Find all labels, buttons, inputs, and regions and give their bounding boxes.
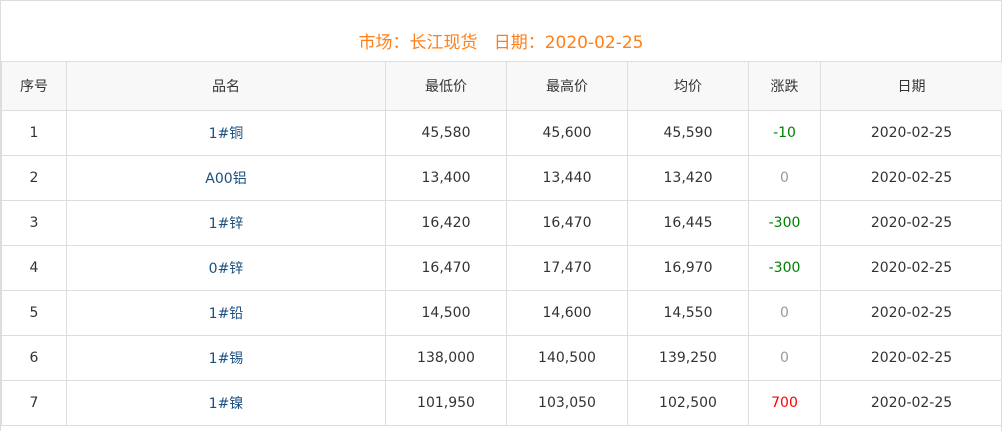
cell-date: 2020-02-25 — [821, 381, 1002, 426]
cell-change: -10 — [749, 111, 821, 156]
cell-high: 45,600 — [507, 111, 628, 156]
cell-avg: 102,500 — [628, 381, 749, 426]
cell-low: 45,580 — [386, 111, 507, 156]
cell-date: 2020-02-25 — [821, 201, 1002, 246]
cell-date: 2020-02-25 — [821, 111, 1002, 156]
cell-high: 17,470 — [507, 246, 628, 291]
cell-change: -300 — [749, 201, 821, 246]
cell-change: -300 — [749, 246, 821, 291]
table-header-row: 序号品名最低价最高价均价涨跌日期 — [2, 62, 1002, 111]
cell-name: A00铝 — [67, 156, 386, 201]
cell-avg: 139,250 — [628, 336, 749, 381]
cell-low: 138,000 — [386, 336, 507, 381]
header-no: 序号 — [2, 62, 67, 111]
cell-high: 103,050 — [507, 381, 628, 426]
cell-no: 2 — [2, 156, 67, 201]
cell-no: 1 — [2, 111, 67, 156]
cell-high: 16,470 — [507, 201, 628, 246]
header-avg: 均价 — [628, 62, 749, 111]
cell-low: 16,470 — [386, 246, 507, 291]
header-change: 涨跌 — [749, 62, 821, 111]
cell-low: 14,500 — [386, 291, 507, 336]
cell-low: 16,420 — [386, 201, 507, 246]
cell-no: 5 — [2, 291, 67, 336]
header-low: 最低价 — [386, 62, 507, 111]
cell-name: 0#锌 — [67, 246, 386, 291]
header-name: 品名 — [67, 62, 386, 111]
cell-date: 2020-02-25 — [821, 246, 1002, 291]
cell-date: 2020-02-25 — [821, 156, 1002, 201]
cell-change: 0 — [749, 156, 821, 201]
header-date: 日期 — [821, 62, 1002, 111]
cell-change: 0 — [749, 291, 821, 336]
cell-low: 101,950 — [386, 381, 507, 426]
cell-high: 14,600 — [507, 291, 628, 336]
market-date-title: 市场：长江现货 日期：2020-02-25 — [1, 28, 1001, 53]
cell-avg: 45,590 — [628, 111, 749, 156]
cell-avg: 16,445 — [628, 201, 749, 246]
cell-no: 6 — [2, 336, 67, 381]
cell-no: 7 — [2, 381, 67, 426]
cell-date: 2020-02-25 — [821, 336, 1002, 381]
cell-no: 4 — [2, 246, 67, 291]
cell-high: 13,440 — [507, 156, 628, 201]
cell-avg: 16,970 — [628, 246, 749, 291]
cell-avg: 14,550 — [628, 291, 749, 336]
cell-name: 1#铅 — [67, 291, 386, 336]
cell-name: 1#镍 — [67, 381, 386, 426]
cell-change: 700 — [749, 381, 821, 426]
cell-low: 13,400 — [386, 156, 507, 201]
cell-avg: 13,420 — [628, 156, 749, 201]
cell-no: 3 — [2, 201, 67, 246]
cell-name: 1#铜 — [67, 111, 386, 156]
header-high: 最高价 — [507, 62, 628, 111]
cell-name: 1#锌 — [67, 201, 386, 246]
cell-change: 0 — [749, 336, 821, 381]
cell-date: 2020-02-25 — [821, 291, 1002, 336]
cell-name: 1#锡 — [67, 336, 386, 381]
cell-high: 140,500 — [507, 336, 628, 381]
